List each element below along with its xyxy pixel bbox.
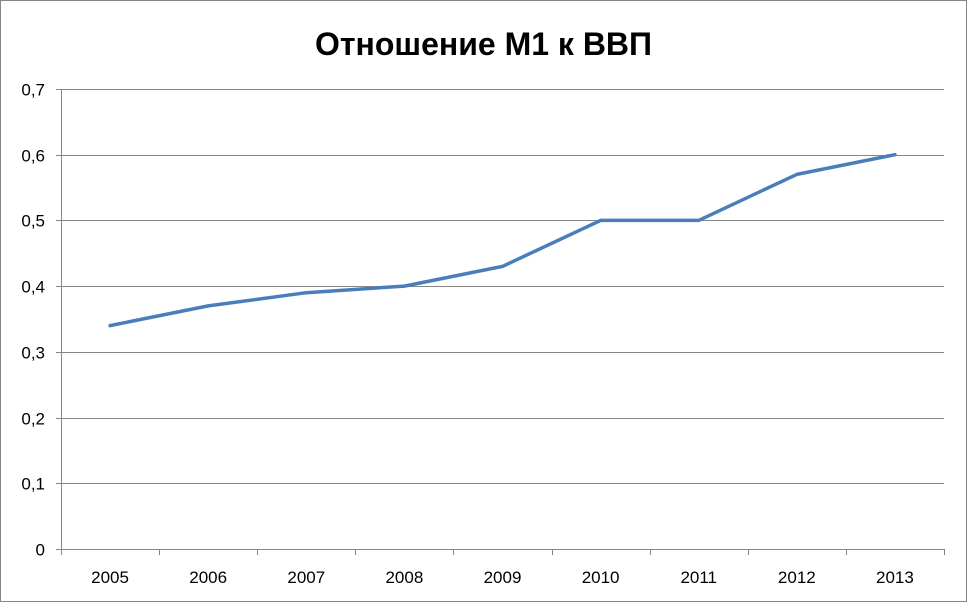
y-tick-label: 0,2 [21, 410, 45, 429]
x-tick-label: 2013 [876, 568, 914, 587]
x-tick-label: 2007 [287, 568, 325, 587]
gridlines [61, 89, 944, 484]
data-point [697, 218, 701, 222]
data-point [108, 324, 112, 328]
data-point [402, 284, 406, 288]
x-tick-label: 2008 [385, 568, 423, 587]
y-tick-label: 0,3 [21, 344, 45, 363]
data-point [795, 172, 799, 176]
y-axis-tick-labels: 0 0,1 0,2 0,3 0,4 0,5 0,6 0,7 [21, 81, 45, 560]
x-tick-label: 2012 [778, 568, 816, 587]
x-tick-label: 2006 [189, 568, 227, 587]
x-tick-label: 2009 [484, 568, 522, 587]
x-tick-label: 2005 [91, 568, 129, 587]
x-axis-tick-labels: 2005 2006 2007 2008 2009 2010 2011 2012 2013 [91, 568, 914, 587]
y-tick-label: 0,4 [21, 278, 45, 297]
y-tick-label: 0,7 [21, 81, 45, 100]
x-tick-label: 2010 [582, 568, 620, 587]
series-layer [108, 152, 897, 328]
y-tick-label: 0,5 [21, 212, 45, 231]
chart-title: Отношение М1 к ВВП [314, 26, 653, 62]
axes [56, 89, 945, 555]
series-line [108, 152, 897, 328]
data-point [599, 218, 603, 222]
data-point [206, 304, 210, 308]
data-point [893, 153, 897, 157]
data-point [501, 264, 505, 268]
y-tick-label: 0,6 [21, 147, 45, 166]
y-tick-label: 0,1 [21, 475, 45, 494]
x-tick-label: 2011 [680, 568, 717, 587]
y-tick-label: 0 [36, 541, 45, 560]
data-point [304, 291, 308, 295]
